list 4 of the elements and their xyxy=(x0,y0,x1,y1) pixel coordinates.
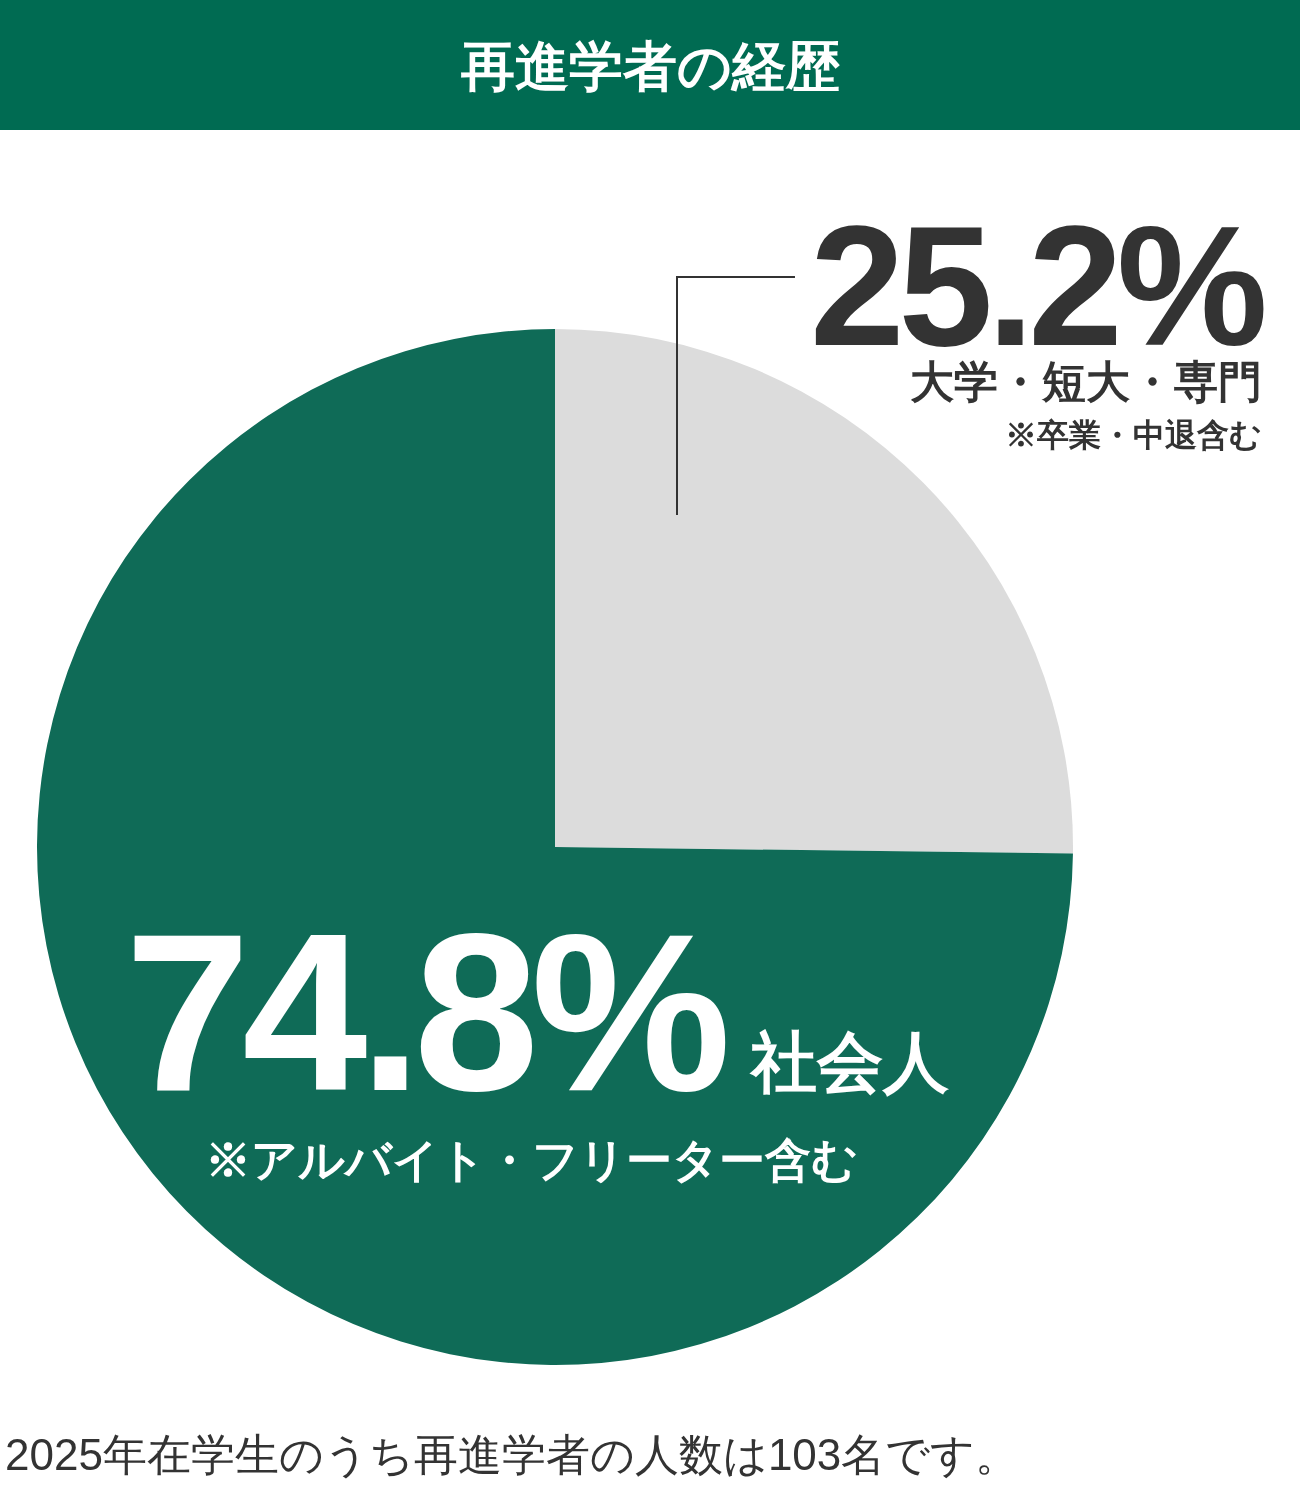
text: ※卒業・中退含む xyxy=(1005,417,1262,453)
text: 2025年在学生のうち再進学者の人数は103名です。 xyxy=(5,1430,1020,1479)
chart-title: 再進学者の経歴 xyxy=(459,36,840,96)
slice-label: 社会人 xyxy=(748,1025,949,1099)
